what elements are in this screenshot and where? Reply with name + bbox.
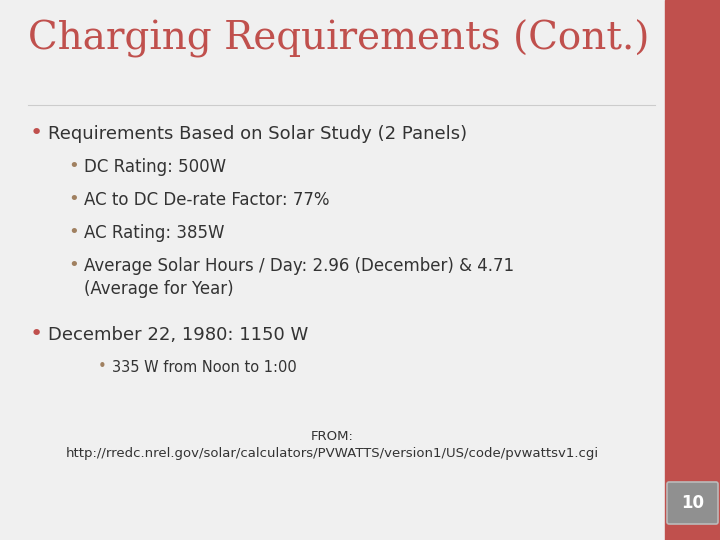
FancyBboxPatch shape (667, 482, 718, 524)
Text: •: • (98, 359, 107, 374)
Text: •: • (68, 223, 78, 241)
Text: •: • (68, 256, 78, 274)
Text: 10: 10 (681, 494, 704, 512)
Bar (665, 0, 720, 540)
Text: FROM:: FROM: (311, 430, 354, 443)
Text: December 22, 1980: 1150 W: December 22, 1980: 1150 W (48, 326, 308, 344)
Text: DC Rating: 500W: DC Rating: 500W (84, 158, 226, 176)
Text: 335 W from Noon to 1:00: 335 W from Noon to 1:00 (112, 360, 297, 375)
Text: •: • (68, 190, 78, 208)
Text: Average Solar Hours / Day: 2.96 (December) & 4.71
(Average for Year): Average Solar Hours / Day: 2.96 (Decembe… (84, 257, 514, 298)
Text: •: • (68, 157, 78, 175)
Text: AC Rating: 385W: AC Rating: 385W (84, 224, 225, 242)
Text: •: • (30, 123, 43, 143)
Text: •: • (30, 324, 43, 344)
Text: Requirements Based on Solar Study (2 Panels): Requirements Based on Solar Study (2 Pan… (48, 125, 467, 143)
Text: AC to DC De-rate Factor: 77%: AC to DC De-rate Factor: 77% (84, 191, 330, 209)
Text: Charging Requirements (Cont.): Charging Requirements (Cont.) (28, 20, 649, 58)
Text: http://rredc.nrel.gov/solar/calculators/PVWATTS/version1/US/code/pvwattsv1.cgi: http://rredc.nrel.gov/solar/calculators/… (66, 447, 599, 460)
